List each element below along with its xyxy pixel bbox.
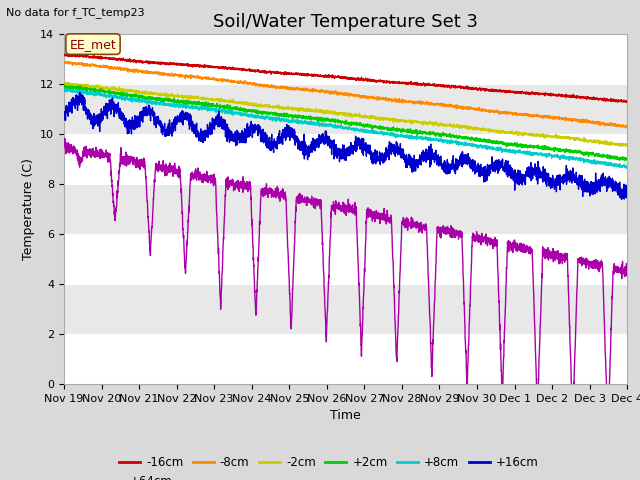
Bar [64, 334, 627, 384]
+64cm [125, 160, 132, 166]
Line: -2cm: -2cm [64, 83, 627, 146]
+64cm [158, 168, 166, 174]
-8cm [301, 86, 308, 92]
+64cm [276, 193, 284, 199]
Bar [64, 134, 627, 184]
+16cm [301, 149, 308, 155]
Bar [64, 234, 627, 284]
+16cm [276, 134, 284, 140]
-8cm [60, 58, 68, 64]
+16cm [552, 182, 559, 188]
-16cm [276, 70, 284, 76]
+8cm [623, 166, 630, 171]
+64cm [623, 269, 631, 275]
+2cm [616, 157, 623, 163]
+16cm [158, 121, 166, 127]
+8cm [623, 164, 631, 170]
+64cm [301, 194, 308, 200]
Line: -8cm: -8cm [64, 61, 627, 128]
-2cm [158, 92, 166, 98]
Bar [64, 34, 627, 84]
Line: +64cm: +64cm [64, 138, 627, 438]
-2cm [64, 80, 72, 85]
-2cm [552, 134, 559, 140]
-16cm [60, 51, 68, 57]
-16cm [623, 98, 631, 104]
-8cm [552, 116, 559, 122]
+16cm [618, 197, 625, 203]
+64cm [60, 144, 68, 150]
+8cm [60, 89, 68, 95]
-2cm [623, 143, 631, 148]
+2cm [158, 97, 166, 103]
+2cm [61, 82, 69, 87]
-8cm [612, 122, 620, 128]
-16cm [552, 92, 559, 98]
Y-axis label: Temperature (C): Temperature (C) [22, 158, 35, 260]
Text: No data for f_TC_temp23: No data for f_TC_temp23 [6, 7, 145, 18]
-16cm [621, 99, 629, 105]
+16cm [623, 184, 631, 190]
+2cm [301, 115, 308, 120]
Line: +8cm: +8cm [64, 89, 627, 168]
+2cm [612, 154, 620, 160]
-8cm [158, 72, 166, 77]
+64cm [604, 435, 612, 441]
+16cm [612, 182, 620, 188]
+2cm [276, 112, 284, 118]
+64cm [552, 256, 559, 262]
+2cm [552, 146, 559, 152]
-2cm [125, 87, 132, 93]
Text: EE_met: EE_met [70, 37, 116, 50]
+16cm [60, 115, 68, 121]
+8cm [158, 102, 166, 108]
+8cm [301, 119, 308, 125]
X-axis label: Time: Time [330, 409, 361, 422]
+2cm [623, 156, 631, 162]
+2cm [60, 84, 68, 90]
Line: +16cm: +16cm [64, 92, 627, 200]
+8cm [125, 96, 132, 102]
-2cm [60, 82, 68, 87]
+16cm [76, 89, 84, 95]
-2cm [618, 144, 625, 149]
-8cm [622, 125, 630, 131]
+2cm [125, 93, 132, 98]
+64cm [61, 135, 68, 141]
-2cm [276, 104, 284, 110]
Legend: +64cm: +64cm [97, 470, 177, 480]
-2cm [301, 108, 308, 114]
+8cm [276, 118, 284, 124]
+8cm [552, 154, 559, 159]
-8cm [124, 67, 132, 73]
-16cm [612, 97, 620, 103]
+8cm [61, 86, 68, 92]
-16cm [124, 58, 132, 64]
-2cm [612, 141, 620, 146]
-16cm [301, 71, 308, 77]
-8cm [276, 85, 284, 91]
+8cm [612, 161, 620, 167]
-16cm [158, 61, 166, 67]
-8cm [623, 122, 631, 128]
Line: -16cm: -16cm [64, 54, 627, 102]
+16cm [125, 126, 132, 132]
Line: +2cm: +2cm [64, 84, 627, 160]
Title: Soil/Water Temperature Set 3: Soil/Water Temperature Set 3 [213, 12, 478, 31]
+64cm [612, 268, 620, 274]
